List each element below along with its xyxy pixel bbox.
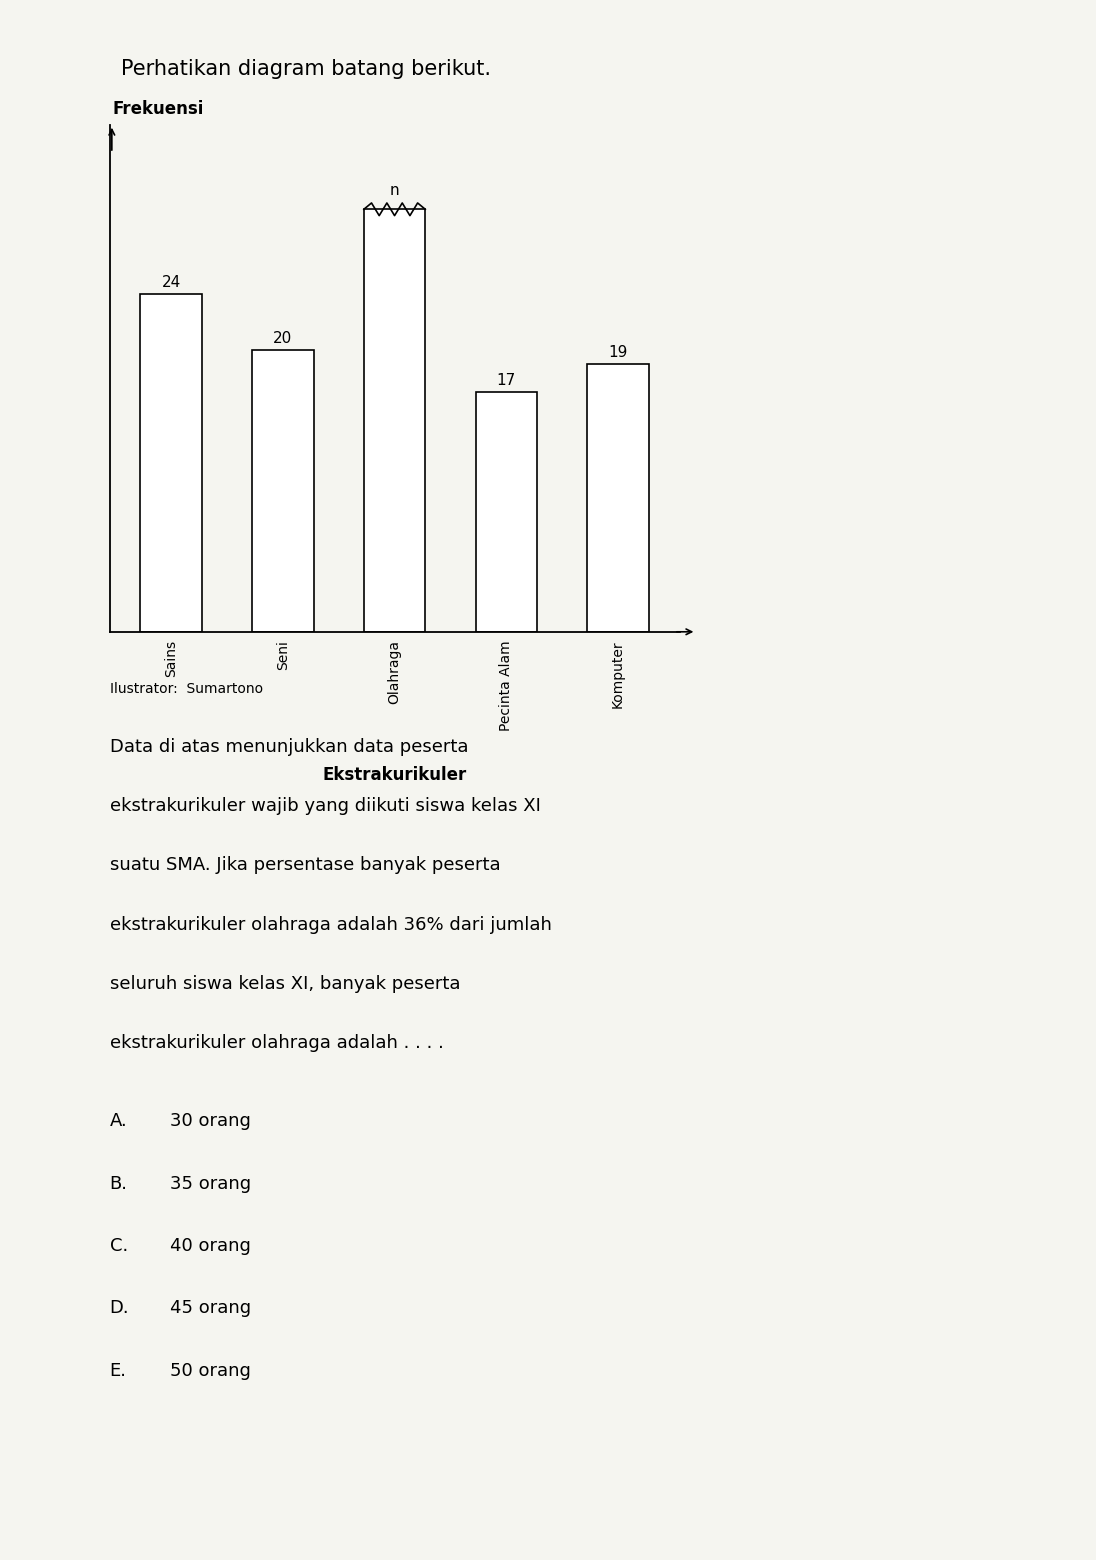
Text: 35 orang: 35 orang (170, 1175, 251, 1193)
Text: A.: A. (110, 1112, 127, 1131)
Text: 17: 17 (496, 373, 516, 388)
Text: Frekuensi: Frekuensi (113, 100, 204, 117)
Text: ekstrakurikuler wajib yang diikuti siswa kelas XI: ekstrakurikuler wajib yang diikuti siswa… (110, 797, 540, 816)
Text: 24: 24 (161, 275, 181, 290)
Text: n: n (390, 183, 399, 198)
Text: E.: E. (110, 1362, 127, 1381)
Bar (364, 209, 425, 632)
Text: suatu SMA. Jika persentase banyak peserta: suatu SMA. Jika persentase banyak pesert… (110, 856, 500, 875)
Bar (587, 363, 649, 632)
Text: Seni: Seni (276, 640, 289, 671)
Text: 40 orang: 40 orang (170, 1237, 251, 1256)
Text: 30 orang: 30 orang (170, 1112, 251, 1131)
Bar (252, 349, 313, 632)
Text: Olahraga: Olahraga (388, 640, 401, 704)
Text: 20: 20 (273, 331, 293, 346)
Text: Komputer: Komputer (612, 640, 625, 708)
Text: 45 orang: 45 orang (170, 1299, 251, 1318)
Text: B.: B. (110, 1175, 127, 1193)
Text: Sains: Sains (164, 640, 178, 677)
Text: D.: D. (110, 1299, 129, 1318)
Text: seluruh siswa kelas XI, banyak peserta: seluruh siswa kelas XI, banyak peserta (110, 975, 460, 994)
Text: ekstrakurikuler olahraga adalah 36% dari jumlah: ekstrakurikuler olahraga adalah 36% dari… (110, 916, 551, 934)
Text: C.: C. (110, 1237, 128, 1256)
Text: 19: 19 (608, 345, 628, 360)
Text: ekstrakurikuler olahraga adalah . . . .: ekstrakurikuler olahraga adalah . . . . (110, 1034, 444, 1053)
Text: Data di atas menunjukkan data peserta: Data di atas menunjukkan data peserta (110, 738, 468, 757)
Text: Ilustrator:  Sumartono: Ilustrator: Sumartono (110, 682, 263, 696)
Text: 50 orang: 50 orang (170, 1362, 251, 1381)
Bar (476, 393, 537, 632)
Text: Perhatikan diagram batang berikut.: Perhatikan diagram batang berikut. (121, 59, 491, 80)
Text: Ekstrakurikuler: Ekstrakurikuler (322, 766, 467, 783)
Text: Pecinta Alam: Pecinta Alam (500, 640, 513, 732)
Bar (140, 293, 202, 632)
